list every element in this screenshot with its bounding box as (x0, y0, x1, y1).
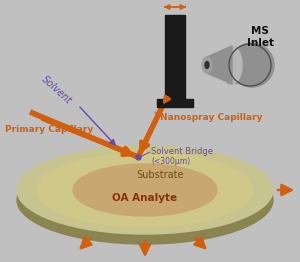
Ellipse shape (230, 43, 274, 87)
Bar (227, 47, 257, 83)
Ellipse shape (222, 46, 242, 84)
Text: Nanospray Capillary: Nanospray Capillary (160, 113, 262, 123)
Text: Primary Capillary: Primary Capillary (5, 125, 93, 134)
Text: OA Analyte: OA Analyte (112, 193, 178, 203)
Ellipse shape (17, 146, 273, 234)
Text: Solvent: Solvent (40, 74, 74, 106)
Ellipse shape (202, 57, 212, 73)
Bar (165, 15, 185, 103)
Text: MS
Inlet: MS Inlet (247, 26, 274, 48)
Bar (157, 99, 193, 107)
Polygon shape (207, 46, 232, 84)
Ellipse shape (17, 156, 273, 244)
Ellipse shape (73, 164, 217, 216)
Text: (<300μm): (<300μm) (151, 157, 190, 166)
Text: Substrate: Substrate (136, 170, 184, 180)
Ellipse shape (37, 153, 253, 227)
Ellipse shape (205, 62, 209, 68)
Text: Solvent Bridge: Solvent Bridge (151, 148, 213, 156)
